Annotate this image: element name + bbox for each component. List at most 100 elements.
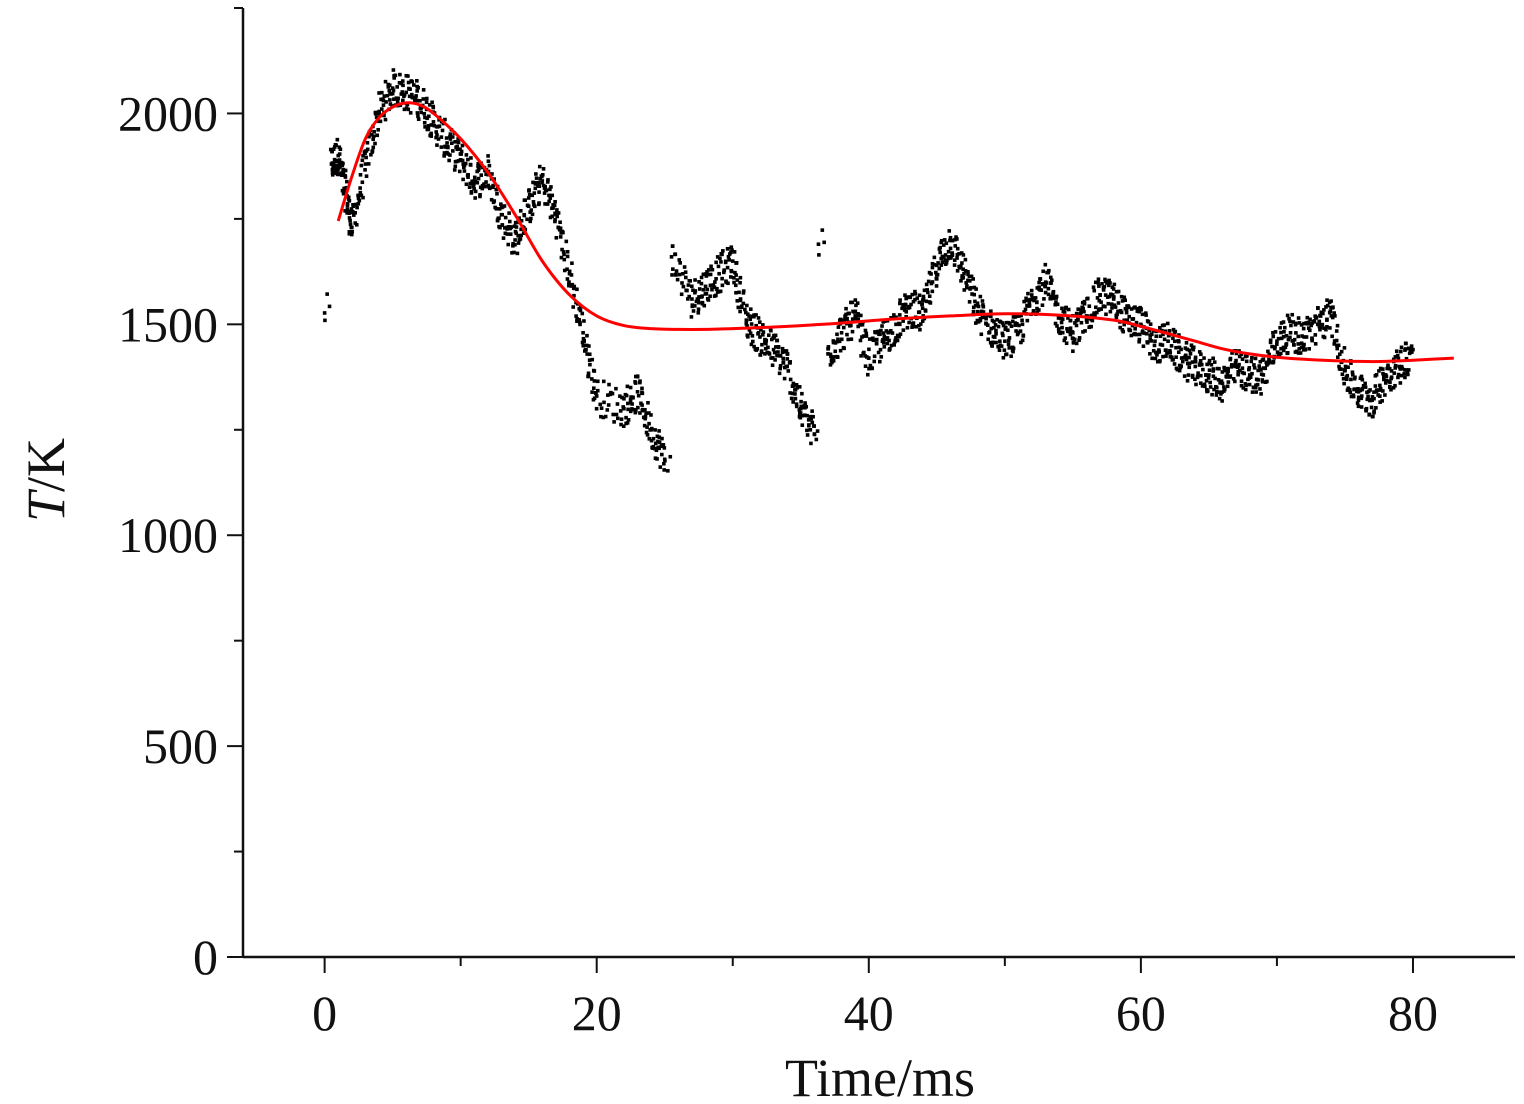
- scatter-point: [1119, 310, 1124, 315]
- scatter-point: [886, 330, 891, 335]
- scatter-point: [701, 272, 706, 277]
- scatter-point: [360, 180, 365, 185]
- scatter-point: [1299, 323, 1304, 327]
- scatter-point: [347, 231, 352, 236]
- scatter-point: [1137, 332, 1142, 337]
- scatter-point: [436, 137, 441, 141]
- scatter-point: [1091, 285, 1096, 290]
- scatter-point: [903, 302, 908, 307]
- scatter-point: [921, 297, 926, 301]
- scatter-point: [1140, 312, 1145, 317]
- scatter-point: [710, 267, 715, 272]
- scatter-point: [636, 393, 641, 398]
- scatter-point: [363, 168, 367, 172]
- scatter-point: [1135, 306, 1140, 311]
- scatter-point: [788, 377, 793, 382]
- scatter-point: [580, 311, 585, 316]
- scatter-point: [464, 182, 469, 187]
- scatter-point: [973, 321, 978, 325]
- scatter-point: [917, 293, 922, 298]
- scatter-point: [1099, 307, 1103, 311]
- scatter-point: [862, 350, 866, 355]
- scatter-point: [1144, 331, 1149, 336]
- scatter-point: [612, 420, 616, 424]
- scatter-point: [989, 309, 993, 314]
- scatter-point: [681, 271, 685, 276]
- scatter-point: [1222, 365, 1226, 370]
- scatter-point: [385, 93, 390, 98]
- scatter-point: [720, 252, 724, 257]
- scatter-point: [842, 346, 846, 351]
- scatter-point: [1207, 358, 1212, 363]
- scatter-point: [845, 332, 849, 337]
- scatter-point: [567, 271, 572, 276]
- scatter-point: [1308, 317, 1312, 322]
- scatter-point: [726, 254, 731, 259]
- scatter-point: [502, 226, 507, 230]
- scatter-point: [654, 448, 659, 453]
- scatter-point: [975, 301, 980, 306]
- scatter-point: [1065, 327, 1069, 331]
- scatter-point: [990, 344, 994, 348]
- scatter-point: [879, 355, 884, 359]
- scatter-point: [837, 339, 842, 344]
- scatter-point: [525, 217, 529, 222]
- scatter-point: [939, 240, 943, 245]
- scatter-point: [416, 85, 420, 90]
- scatter-point: [1360, 377, 1365, 382]
- scatter-point: [1330, 306, 1335, 310]
- scatter-point: [1259, 368, 1263, 372]
- scatter-point: [1024, 296, 1028, 301]
- scatter-point: [350, 225, 354, 230]
- scatter-point: [1076, 318, 1080, 322]
- scatter-point: [920, 319, 925, 323]
- scatter-point: [1402, 372, 1406, 376]
- scatter-point: [1399, 364, 1404, 369]
- scatter-point: [706, 298, 711, 302]
- scatter-point: [1241, 386, 1246, 390]
- scatter-point: [1107, 294, 1112, 299]
- scatter-point: [376, 119, 381, 124]
- scatter-point: [521, 231, 526, 236]
- x-tick-label: 80: [1388, 985, 1438, 1041]
- scatter-point: [1202, 382, 1207, 387]
- scatter-point: [980, 299, 985, 303]
- scatter-point: [463, 161, 468, 166]
- scatter-point: [971, 305, 976, 310]
- scatter-point: [1289, 323, 1293, 328]
- scatter-point: [476, 168, 481, 172]
- scatter-point: [1302, 335, 1306, 339]
- scatter-point: [630, 407, 634, 411]
- scatter-point: [1177, 339, 1181, 344]
- scatter-point: [805, 428, 809, 433]
- scatter-point: [927, 294, 932, 299]
- scatter-point: [1115, 312, 1120, 316]
- scatter-point: [655, 457, 659, 461]
- scatter-point: [1007, 336, 1012, 340]
- scatter-point: [1083, 329, 1087, 333]
- scatter-point: [330, 173, 335, 177]
- scatter-point: [1037, 285, 1041, 289]
- scatter-point: [1046, 286, 1051, 291]
- scatter-point: [1383, 373, 1388, 377]
- scatter-point: [955, 246, 960, 251]
- scatter-point: [1229, 363, 1234, 367]
- scatter-point: [1222, 385, 1226, 389]
- scatter-point: [402, 92, 407, 97]
- scatter-point: [932, 262, 936, 267]
- scatter-point: [460, 158, 465, 163]
- scatter-point: [1279, 346, 1283, 351]
- scatter-point: [938, 250, 942, 255]
- scatter-point: [1108, 309, 1113, 314]
- scatter-point: [378, 119, 383, 124]
- scatter-point: [788, 391, 792, 395]
- scatter-point: [473, 196, 477, 200]
- scatter-point: [1288, 319, 1292, 324]
- scatter-point: [1190, 360, 1195, 364]
- scatter-point: [582, 319, 586, 323]
- y-axis-title: T/K: [16, 438, 76, 522]
- scatter-point: [631, 395, 635, 400]
- scatter-point: [1303, 347, 1308, 352]
- scatter-point: [651, 444, 656, 449]
